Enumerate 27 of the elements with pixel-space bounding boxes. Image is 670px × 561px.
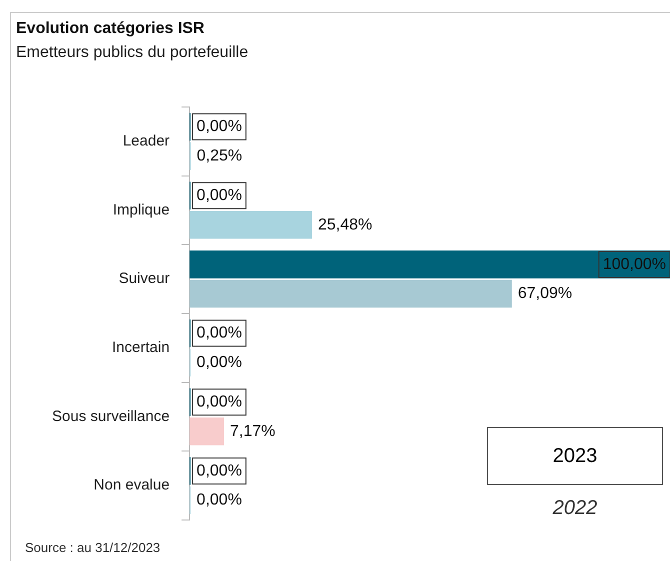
source-note: Source : au 31/12/2023: [25, 540, 160, 555]
y-tick-label: Non evalue: [94, 476, 170, 494]
data-label: 0,00%: [196, 492, 242, 509]
data-label: 0,00%: [196, 187, 242, 204]
data-label: 7,17%: [230, 422, 276, 440]
data-label: 25,48%: [318, 216, 372, 234]
data-label: 0,00%: [196, 394, 242, 411]
text: 2023: [487, 427, 663, 485]
data-label: 0,00%: [196, 324, 242, 342]
chart-title: Evolution catégories ISR: [16, 20, 204, 38]
chart-subtitle: Emetteurs publics du portefeuille: [16, 44, 248, 62]
data-label: 100,00%: [602, 256, 666, 273]
data-label: 67,09%: [518, 285, 572, 302]
text: 2022: [552, 497, 598, 520]
bar: [190, 417, 224, 446]
y-tick-label: Implique: [112, 201, 170, 218]
data-label: 0,25%: [196, 147, 242, 164]
y-tick-label: Sous surveillance: [52, 408, 170, 425]
bar: [190, 250, 670, 278]
y-tick-label: Incertain: [112, 339, 170, 356]
y-tick-label: Suiveur: [118, 270, 170, 288]
data-label: 0,00%: [196, 462, 242, 480]
y-tick-label: Leader: [122, 132, 170, 150]
data-label: 0,00%: [196, 354, 242, 371]
bar: [190, 210, 312, 239]
data-label: 0,00%: [196, 118, 242, 136]
bar: [190, 280, 512, 308]
